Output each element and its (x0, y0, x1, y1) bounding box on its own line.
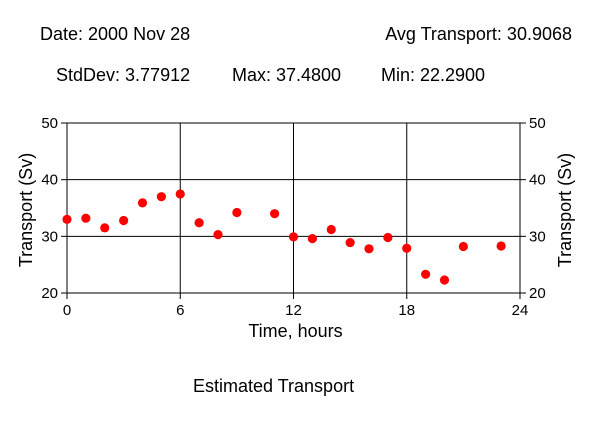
x-tick-label: 6 (176, 302, 184, 319)
data-points (62, 189, 506, 285)
data-point (156, 192, 166, 202)
data-point (232, 207, 242, 218)
axis-ticks (61, 122, 526, 299)
x-tick-label: 24 (512, 302, 529, 319)
data-point (364, 244, 374, 254)
header-max: Max: 37.4800 (232, 65, 342, 85)
data-point (213, 230, 223, 240)
data-point (326, 224, 336, 235)
header-avg-transport: Avg Transport: 30.9068 (385, 24, 572, 44)
data-point (421, 269, 431, 279)
y-axis-label-right: Transport (Sv) (555, 153, 575, 267)
data-point (270, 209, 280, 219)
data-point (402, 243, 412, 253)
data-point (288, 232, 299, 242)
data-point (439, 275, 450, 285)
data-point (496, 241, 506, 251)
header-stddev: StdDev: 3.77912 (56, 65, 191, 85)
y-tick-label-left: 40 (41, 172, 58, 189)
y-tick-label-right: 30 (529, 228, 546, 245)
x-tick-label: 18 (398, 302, 415, 319)
x-tick-label: 12 (285, 302, 302, 319)
y-tick-label-left: 50 (41, 115, 58, 132)
y-tick-label-left: 20 (41, 285, 58, 302)
header-min: Min: 22.2900 (381, 65, 486, 85)
grid-lines (67, 123, 520, 293)
data-point (345, 237, 355, 248)
data-point (81, 213, 91, 223)
y-tick-label-right: 50 (529, 115, 546, 132)
data-point (458, 241, 468, 252)
header-date: Date: 2000 Nov 28 (40, 24, 191, 44)
chart-caption: Estimated Transport (193, 376, 355, 396)
data-point (62, 214, 72, 224)
data-point (194, 218, 204, 228)
y-tick-label-left: 30 (41, 228, 58, 245)
data-point (383, 232, 393, 243)
data-point (307, 234, 317, 244)
y-tick-label-right: 40 (529, 172, 546, 189)
y-tick-label-right: 20 (529, 285, 546, 302)
x-axis-label: Time, hours (248, 321, 342, 341)
data-point (119, 215, 129, 226)
y-axis-label-left: Transport (Sv) (16, 153, 36, 267)
data-point (137, 198, 148, 208)
x-tick-label: 0 (63, 302, 71, 319)
data-point (100, 223, 110, 233)
data-point (175, 189, 185, 199)
